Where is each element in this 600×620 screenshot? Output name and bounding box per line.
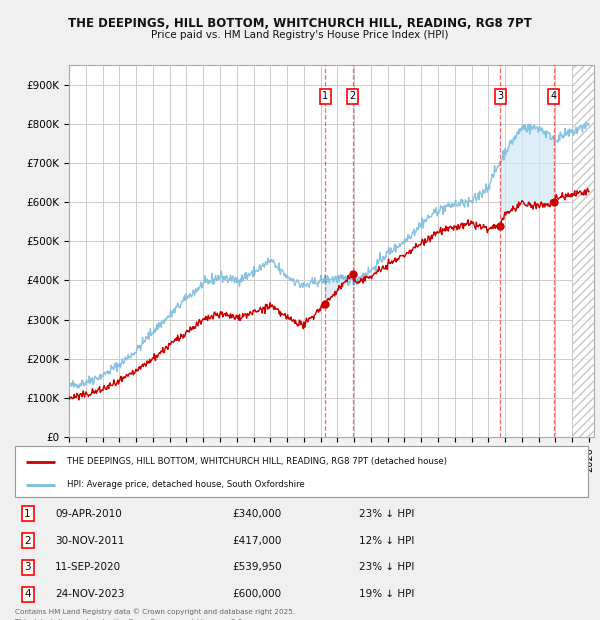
- Text: 23% ↓ HPI: 23% ↓ HPI: [359, 562, 414, 572]
- Text: Contains HM Land Registry data © Crown copyright and database right 2025.: Contains HM Land Registry data © Crown c…: [15, 608, 295, 615]
- Text: 3: 3: [24, 562, 31, 572]
- Text: THE DEEPINGS, HILL BOTTOM, WHITCHURCH HILL, READING, RG8 7PT (detached house): THE DEEPINGS, HILL BOTTOM, WHITCHURCH HI…: [67, 457, 446, 466]
- Text: 4: 4: [24, 589, 31, 599]
- Text: 19% ↓ HPI: 19% ↓ HPI: [359, 589, 414, 599]
- Text: 30-NOV-2011: 30-NOV-2011: [55, 536, 124, 546]
- Text: 2: 2: [24, 536, 31, 546]
- Text: 24-NOV-2023: 24-NOV-2023: [55, 589, 125, 599]
- Text: 1: 1: [322, 91, 328, 102]
- Text: 2: 2: [350, 91, 356, 102]
- Text: £340,000: £340,000: [233, 509, 282, 519]
- Text: HPI: Average price, detached house, South Oxfordshire: HPI: Average price, detached house, Sout…: [67, 480, 304, 489]
- Text: £417,000: £417,000: [233, 536, 282, 546]
- Text: 09-APR-2010: 09-APR-2010: [55, 509, 122, 519]
- Text: 3: 3: [497, 91, 503, 102]
- Text: 4: 4: [551, 91, 557, 102]
- Text: 1: 1: [24, 509, 31, 519]
- Text: Price paid vs. HM Land Registry's House Price Index (HPI): Price paid vs. HM Land Registry's House …: [151, 30, 449, 40]
- Text: 11-SEP-2020: 11-SEP-2020: [55, 562, 121, 572]
- Text: THE DEEPINGS, HILL BOTTOM, WHITCHURCH HILL, READING, RG8 7PT: THE DEEPINGS, HILL BOTTOM, WHITCHURCH HI…: [68, 17, 532, 30]
- Text: 12% ↓ HPI: 12% ↓ HPI: [359, 536, 414, 546]
- Text: £539,950: £539,950: [233, 562, 283, 572]
- Text: £600,000: £600,000: [233, 589, 282, 599]
- Text: 23% ↓ HPI: 23% ↓ HPI: [359, 509, 414, 519]
- Text: This data is licensed under the Open Government Licence v3.0.: This data is licensed under the Open Gov…: [15, 619, 245, 620]
